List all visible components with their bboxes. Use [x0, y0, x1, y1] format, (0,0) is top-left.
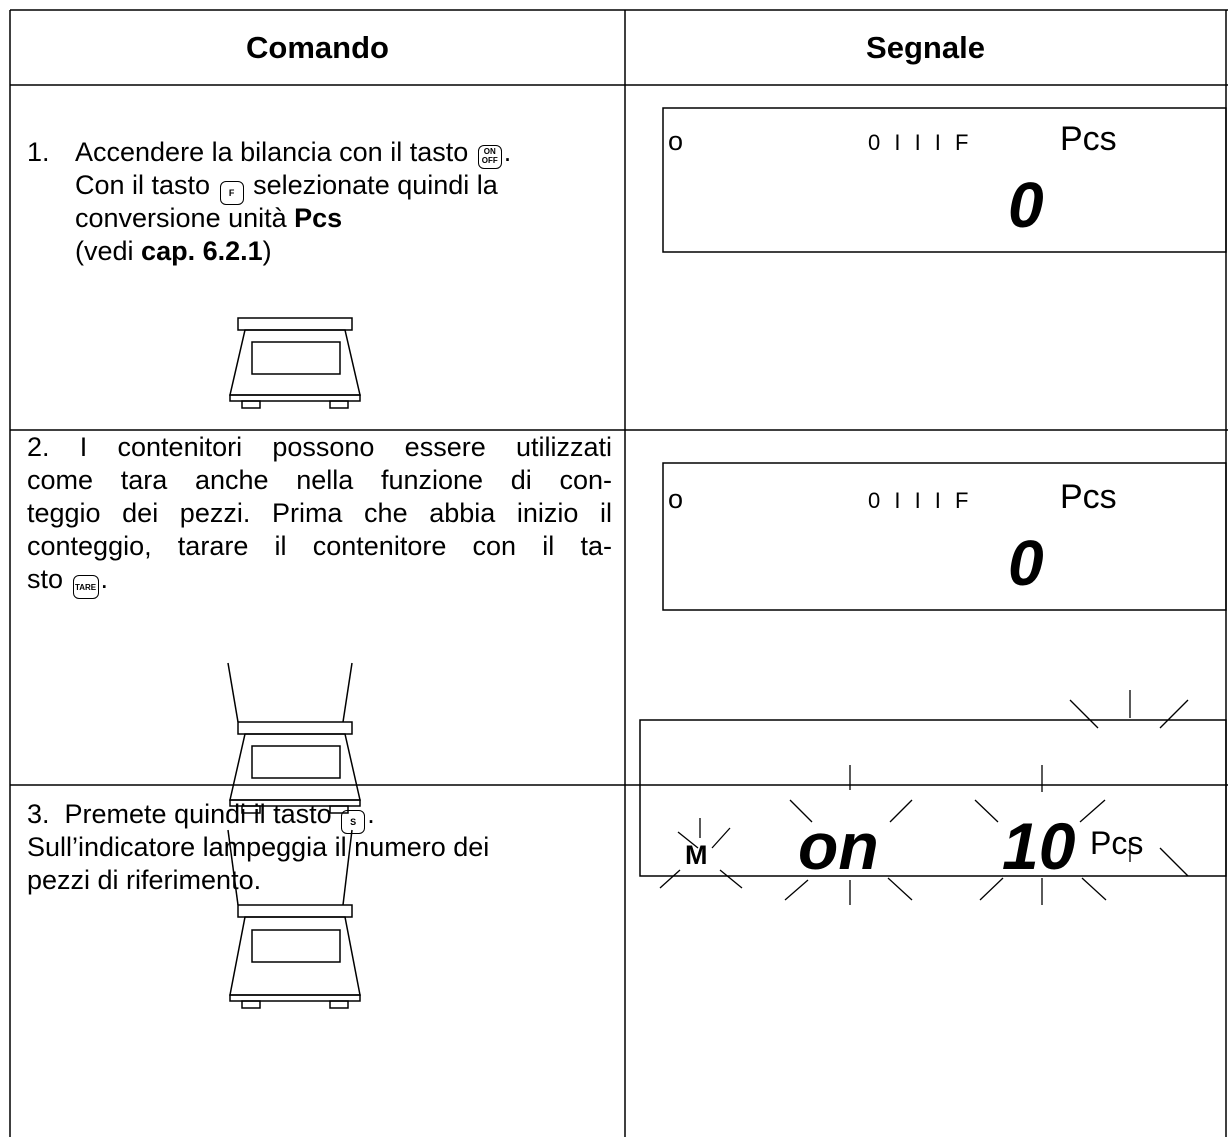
display-indicator: o [668, 126, 684, 156]
text: conversione unità [75, 203, 287, 233]
text: Accendere la bilancia con il tasto [75, 137, 469, 167]
text: (vedi [75, 236, 134, 266]
text-line: 3. Premete quindi il tasto S. [27, 798, 375, 834]
key-icon: ON OFF [477, 145, 502, 169]
header-cell: Comando [246, 30, 389, 65]
text: . [503, 137, 512, 167]
text-line: teggio dei pezzi. Prima che abbia inizio… [27, 498, 612, 528]
key-label: OFF [481, 156, 498, 165]
text-line: Con il tasto F selezionate quindi la [75, 169, 498, 205]
display-status: 0 I I I F [868, 488, 973, 513]
key-icon: TARE [72, 575, 99, 599]
display-indicator: o [668, 484, 684, 514]
text-line: Accendere la bilancia con il tasto ON OFF… [75, 136, 511, 169]
display-unit: Pcs [1090, 825, 1144, 861]
key-icon: S [341, 810, 366, 834]
text-line: conteggio, tarare il contenitore con il … [27, 531, 612, 561]
display-unit: Pcs [1060, 478, 1117, 516]
display-mode: on [798, 809, 879, 883]
key-icon: F [219, 181, 244, 205]
key-label: ON [483, 147, 496, 156]
display-value: 10 [1002, 809, 1076, 883]
text: Con il tasto [75, 170, 211, 200]
text-line: (vedi cap. 6.2.1) [75, 235, 272, 268]
text: cap. 6.2.1 [141, 236, 263, 266]
text: . [367, 799, 375, 829]
text: Pcs [294, 203, 343, 233]
display-unit: Pcs [1060, 120, 1117, 158]
text-line: 2. I contenitori possono essere utilizza… [27, 432, 612, 462]
display-value: 0 [1008, 169, 1044, 241]
text-line: Sull’indicatore lampeggia il numero dei [27, 832, 490, 862]
text-line: come tara anche nella funzione di con- [27, 465, 612, 495]
display-status: 0 I I I F [868, 130, 973, 155]
text: sto [27, 564, 64, 594]
display-value: 0 [1008, 527, 1044, 599]
text: ) [262, 236, 272, 266]
text: 3. Premete quindi il tasto [27, 799, 332, 829]
text-line: conversione unità Pcs [75, 202, 342, 235]
text: . [100, 564, 109, 594]
text-line: pezzi di riferimento. [27, 865, 262, 895]
header-cell: Segnale [866, 30, 985, 65]
text-line: sto TARE. [27, 563, 108, 599]
text: 1. [27, 137, 50, 167]
display-indicator: M [685, 840, 708, 870]
text: selezionate quindi la [253, 170, 498, 200]
text-line: 1. [27, 136, 50, 169]
